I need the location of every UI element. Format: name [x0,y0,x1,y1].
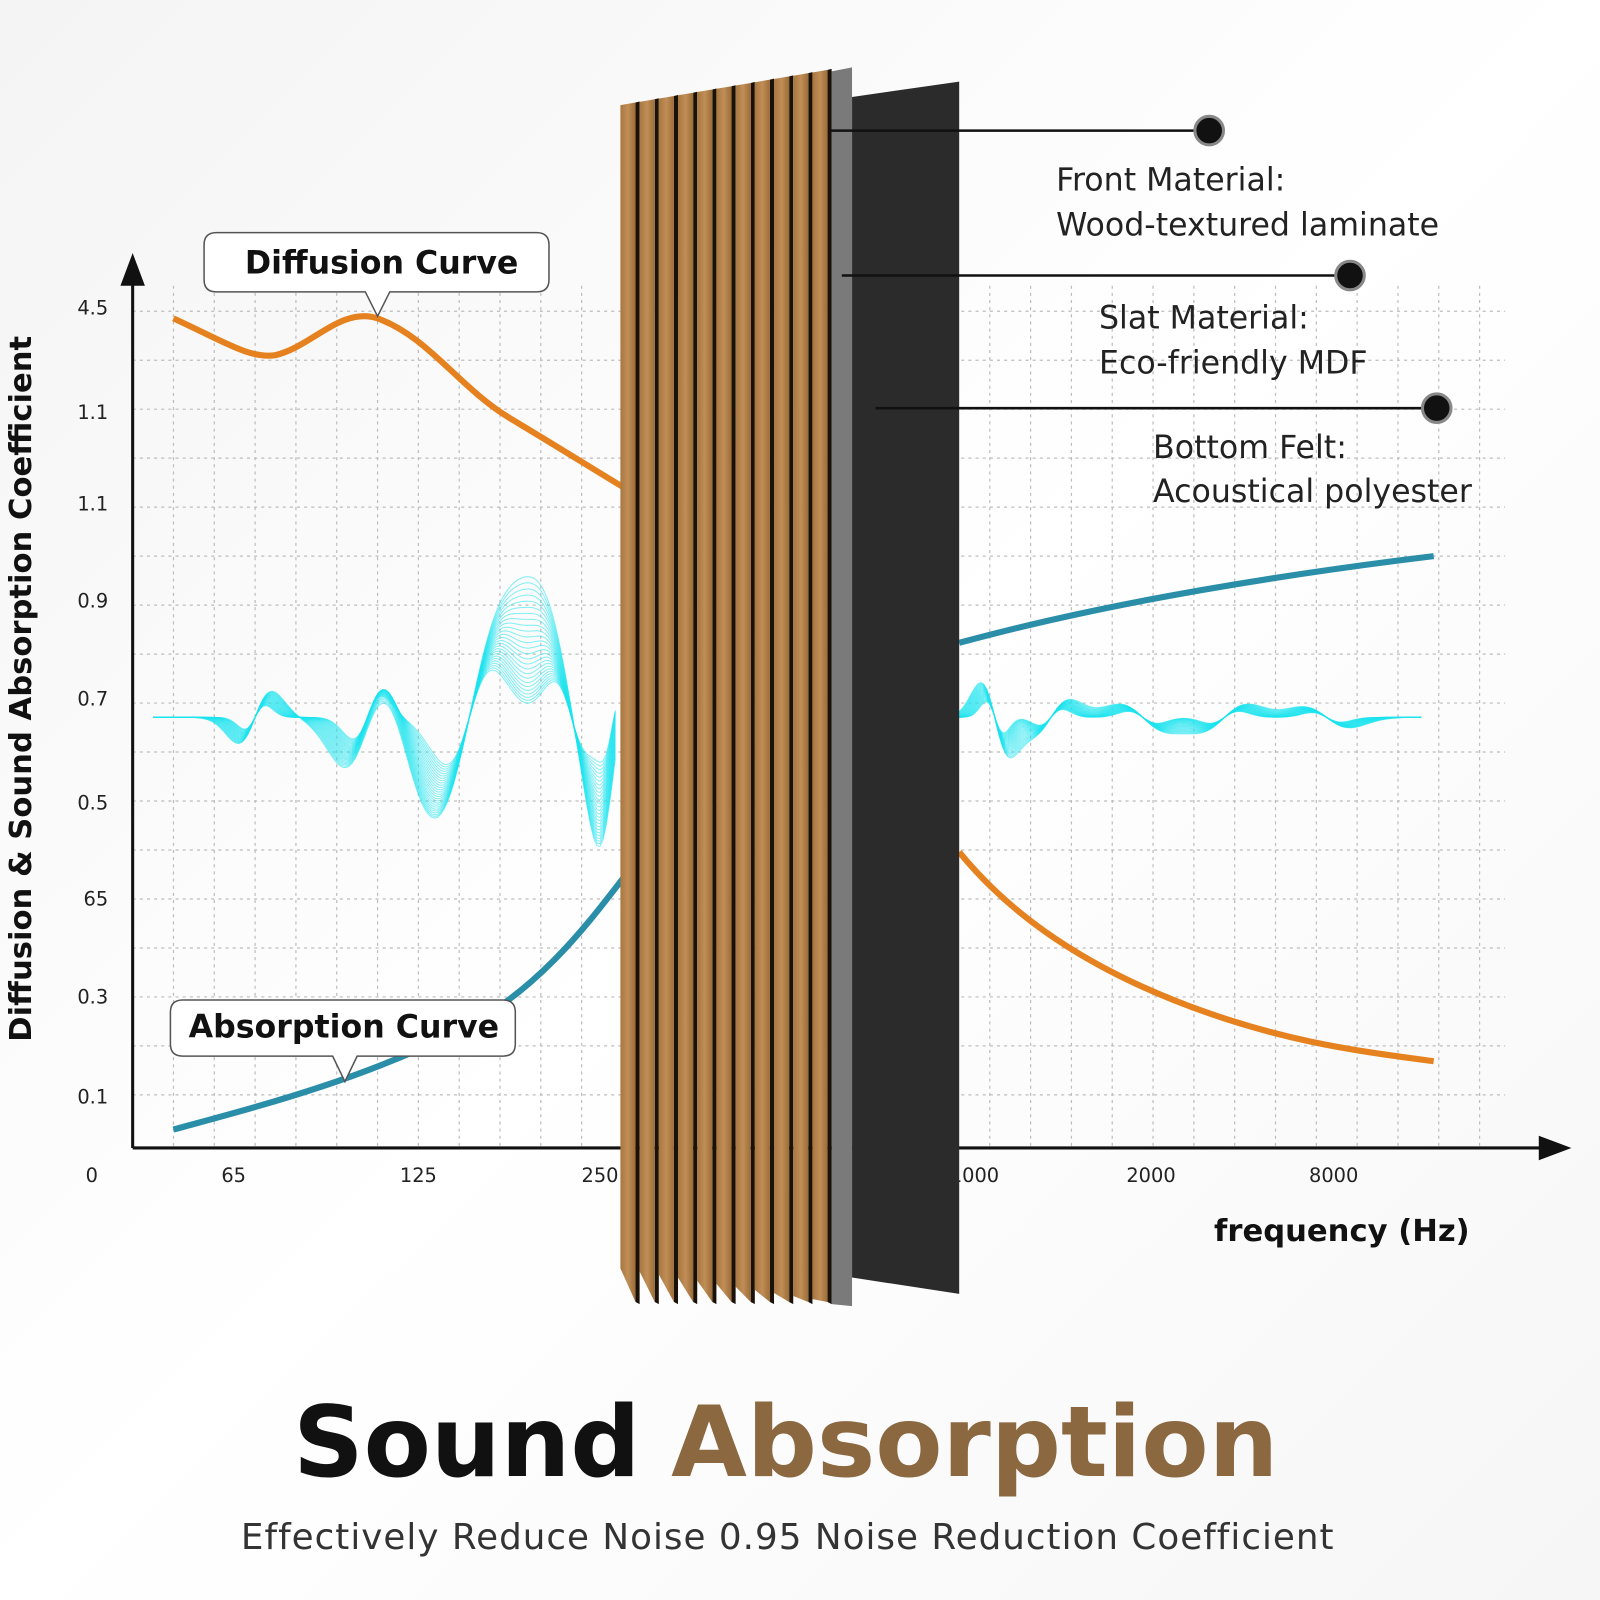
y-tick-label: 0.9 [77,590,108,613]
felt-back [852,81,960,1294]
gap [827,68,832,1305]
y-labels: 4.5 1.1 1.1 0.9 0.7 0.5 65 0.3 0.1 [77,297,108,1109]
y-tick-label: 0.5 [77,792,108,815]
gap [808,72,813,1305]
slat [697,89,713,1303]
slat [620,102,636,1303]
slat [793,73,809,1303]
y-tick-label: 0.1 [77,1085,108,1108]
panel-edge [831,67,853,1307]
material-label: Slat Material: [1099,300,1309,336]
gap [693,91,698,1305]
x-tick-label: 65 [221,1164,246,1187]
slat [639,99,655,1303]
slat [716,86,732,1303]
x-tick-label: 125 [400,1164,437,1187]
y-tick-label: 0.3 [77,985,108,1008]
material-callouts: Front Material: Wood-textured laminate S… [828,114,1472,510]
leader-dot [1193,114,1225,147]
wave [153,576,1422,847]
diffusion-curve [956,850,1435,1065]
material-value: Wood-textured laminate [1056,208,1439,244]
heading: Sound Absorption [293,1386,1278,1500]
y-tick-label: 65 [84,888,109,911]
y-axis-title: Diffusion & Sound Absorption Coefficient [4,336,39,1042]
material-label: Front Material: [1056,163,1285,199]
x-tick-label: 1000 [950,1164,999,1187]
y-arrow [120,253,145,286]
gap [673,94,679,1305]
callout-label: Absorption Curve [189,1010,500,1046]
slats [620,68,832,1305]
slat [678,92,694,1303]
x-tick-label: 0 [86,1164,98,1187]
heading-accent: Absorption [671,1386,1278,1500]
x-tick-label: 8000 [1309,1164,1358,1187]
y-tick-label: 0.7 [77,688,108,711]
y-tick-label: 1.1 [77,493,108,516]
gap [712,88,717,1305]
gap [769,78,775,1305]
heading-dark: Sound [293,1386,640,1500]
slat [754,79,770,1303]
gap [789,75,794,1305]
subtitle: Effectively Reduce Noise 0.95 Noise Redu… [241,1517,1335,1558]
slat [735,82,751,1303]
gap [635,101,640,1305]
leader-dot [1334,259,1366,292]
x-tick-label: 250 [582,1164,619,1187]
y-tick-label: 4.5 [77,297,108,320]
leader-dot [1420,392,1453,424]
x-axis-title: frequency (Hz) [1214,1214,1470,1249]
material-value: Acoustical polyester [1153,474,1472,510]
gap [731,85,736,1305]
material-value: Eco-friendly MDF [1099,345,1368,381]
callout-box [169,999,517,1084]
callout-label: Diffusion Curve [245,245,519,281]
x-tick-label: 2000 [1126,1164,1175,1187]
x-labels: 0 65 125 250 1000 2000 8000 [86,1164,1359,1187]
callout-box [203,231,550,319]
gap [750,81,755,1305]
diffusion-curve [172,313,630,493]
wave-line [153,576,1422,847]
x-arrow [1538,1135,1572,1161]
slat [774,76,790,1303]
slat [658,96,674,1303]
slat [812,69,828,1303]
y-tick-label: 1.1 [77,401,108,424]
gap [654,98,659,1305]
material-label: Bottom Felt: [1153,430,1347,466]
absorption-curve [958,553,1435,646]
